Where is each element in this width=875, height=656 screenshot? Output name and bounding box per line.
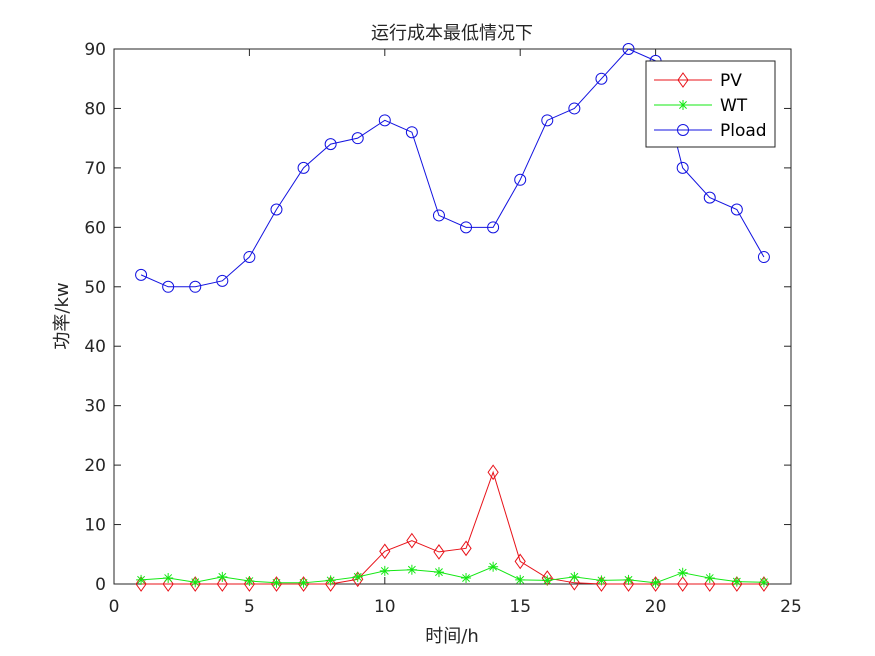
chart-title: 运行成本最低情况下	[371, 23, 533, 44]
data-point-pv	[379, 543, 391, 560]
data-point-wt	[190, 577, 201, 588]
data-point-wt	[433, 567, 444, 578]
legend-item-pload: Pload	[654, 121, 767, 141]
x-tick-label: 5	[244, 597, 255, 617]
data-point-wt	[650, 577, 661, 588]
data-point-pload	[622, 43, 635, 55]
data-point-pload	[162, 280, 175, 293]
data-point-wt	[271, 577, 282, 588]
data-point-pv	[595, 576, 608, 592]
y-tick-label: 60	[84, 218, 106, 238]
data-point-pv	[216, 576, 228, 592]
data-point-wt	[515, 574, 526, 585]
data-point-pv	[135, 576, 147, 592]
x-tick-label: 25	[780, 597, 802, 617]
data-point-wt	[298, 577, 309, 588]
legend-marker	[677, 124, 689, 136]
series-layer	[135, 43, 770, 592]
data-point-pload	[568, 102, 581, 115]
data-point-pload	[243, 251, 256, 264]
series-line-wt	[141, 566, 764, 584]
data-point-wt	[623, 574, 634, 585]
legend-label: WT	[720, 96, 748, 116]
data-point-wt	[596, 575, 607, 586]
data-point-wt	[461, 573, 472, 584]
data-point-wt	[136, 574, 147, 585]
data-point-pv	[433, 544, 445, 560]
series-wt	[136, 561, 769, 588]
data-point-pload	[189, 280, 202, 293]
x-tick-label: 20	[645, 597, 667, 617]
y-tick-label: 50	[84, 278, 106, 298]
data-point-pload	[405, 126, 418, 139]
legend-box	[645, 60, 776, 148]
data-point-pload	[541, 114, 554, 127]
data-point-wt	[569, 571, 580, 582]
data-point-pload	[487, 221, 500, 234]
data-point-pload	[460, 221, 473, 234]
legend-marker	[677, 72, 689, 88]
data-point-pv	[270, 576, 283, 592]
data-point-pload	[676, 161, 689, 174]
data-point-pload	[757, 251, 770, 264]
data-point-wt	[352, 571, 363, 582]
y-tick-label: 80	[84, 99, 106, 119]
data-point-wt	[217, 571, 228, 582]
legend-label: PV	[720, 71, 742, 91]
data-point-wt	[488, 561, 499, 572]
y-tick-label: 30	[84, 397, 106, 417]
data-point-wt	[379, 565, 390, 576]
x-tick-label: 15	[509, 597, 531, 617]
y-axis: 0 10 20 30 40 50 60 70 80 90	[84, 40, 791, 595]
data-point-pv	[487, 464, 499, 481]
data-point-wt	[731, 576, 742, 587]
x-axis: 0 5 10 15 20 25	[109, 49, 802, 617]
data-point-pload	[595, 72, 608, 85]
y-tick-label: 70	[84, 159, 106, 179]
data-point-pv	[622, 576, 635, 592]
data-point-pv	[406, 532, 418, 549]
data-point-wt	[244, 576, 255, 587]
x-tick-label: 10	[374, 597, 396, 617]
data-point-pload	[216, 274, 229, 287]
data-point-pload	[378, 114, 391, 127]
y-tick-label: 40	[84, 337, 106, 357]
y-tick-label: 10	[84, 516, 106, 536]
x-tick-label: 0	[109, 597, 120, 617]
data-point-pload	[270, 203, 283, 216]
data-point-pv	[297, 576, 310, 592]
data-point-pload	[514, 173, 527, 186]
legend-marker	[678, 100, 688, 110]
legend-label: Pload	[720, 121, 767, 141]
data-point-pload	[730, 203, 743, 216]
data-point-wt	[704, 573, 715, 584]
data-point-wt	[758, 577, 769, 588]
data-point-wt	[163, 573, 174, 584]
y-tick-label: 0	[95, 575, 106, 595]
legend: PV WT Pload	[645, 60, 776, 148]
data-point-pload	[432, 209, 445, 222]
data-point-wt	[406, 564, 417, 575]
data-point-wt	[677, 567, 688, 578]
legend-item-pv: PV	[654, 71, 742, 91]
data-point-pv	[460, 540, 472, 557]
data-point-pv	[677, 576, 689, 592]
y-tick-label: 90	[84, 40, 106, 60]
data-point-wt	[325, 575, 336, 586]
y-tick-label: 20	[84, 456, 106, 476]
data-point-wt	[542, 575, 553, 586]
data-point-pload	[297, 161, 310, 174]
data-point-pload	[351, 132, 364, 145]
legend-item-wt: WT	[654, 96, 748, 116]
y-axis-label: 功率/kw	[52, 282, 73, 349]
data-point-pload	[324, 138, 337, 151]
data-point-pv	[325, 576, 337, 592]
data-point-pload	[135, 268, 148, 281]
data-point-pload	[703, 191, 716, 204]
data-point-pv	[514, 553, 526, 570]
x-axis-label: 时间/h	[425, 626, 478, 647]
